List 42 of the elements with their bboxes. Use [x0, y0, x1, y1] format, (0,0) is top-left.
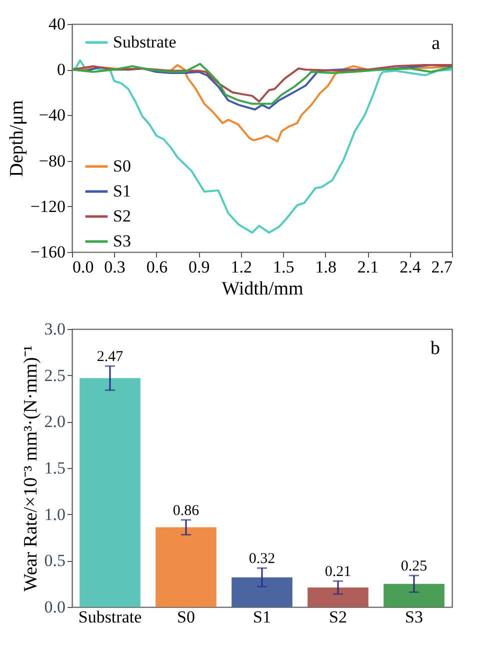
- legend-label: Substrate: [113, 32, 176, 52]
- annotation: a: [432, 33, 441, 54]
- legend-label: S2: [113, 206, 131, 226]
- data-label: 0.21: [324, 564, 352, 580]
- y-tick-label: 40: [48, 14, 66, 34]
- y-tick-label: 2.5: [44, 366, 66, 385]
- y-tick-label: 1.0: [44, 504, 66, 524]
- legend-label: S3: [113, 231, 131, 250]
- y-tick-label: −160: [30, 242, 66, 262]
- x-tick-label: 0.0: [72, 258, 94, 276]
- data-label: 0.86: [172, 502, 200, 519]
- x-tick-label: 0.9: [188, 258, 210, 276]
- x-tick-label: Substrate: [78, 608, 142, 626]
- x-tick-label: 2.1: [357, 258, 379, 276]
- legend-label: S0: [113, 156, 131, 176]
- y-tick-label: −40: [38, 106, 66, 125]
- x-tick-label: 1.2: [230, 258, 252, 276]
- x-tick-label: S2: [329, 608, 347, 626]
- data-label: 0.32: [248, 551, 276, 568]
- x-axis-title: Width/mm: [222, 278, 304, 300]
- x-tick-label: 1.8: [315, 258, 336, 276]
- y-axis-title: Depth/μm: [6, 100, 28, 177]
- x-tick-label: 0.6: [146, 258, 168, 276]
- annotation: b: [430, 338, 440, 359]
- x-tick-label: 0.3: [104, 258, 126, 276]
- x-tick-label: S1: [253, 608, 271, 626]
- y-tick-label: −120: [30, 196, 66, 216]
- x-tick-label: 2.4: [400, 258, 422, 276]
- y-axis-title: Wear Rate/×10⁻³ mm³·(N·mm)⁻¹: [20, 345, 42, 592]
- y-tick-label: −80: [38, 151, 66, 170]
- data-label: 0.25: [400, 558, 428, 574]
- y-tick-label: 0.5: [44, 551, 66, 570]
- x-tick-label: 2.7: [431, 258, 453, 276]
- y-tick-label: 1.5: [44, 458, 66, 478]
- y-tick-label: 0: [57, 60, 66, 80]
- y-tick-label: 3.0: [44, 320, 66, 338]
- x-tick-label: S3: [405, 608, 423, 626]
- data-label: 2.47: [96, 349, 124, 366]
- x-tick-label: S0: [177, 608, 195, 626]
- y-tick-label: 2.0: [44, 412, 66, 432]
- x-tick-label: 1.5: [272, 258, 294, 276]
- legend-label: S1: [113, 181, 131, 200]
